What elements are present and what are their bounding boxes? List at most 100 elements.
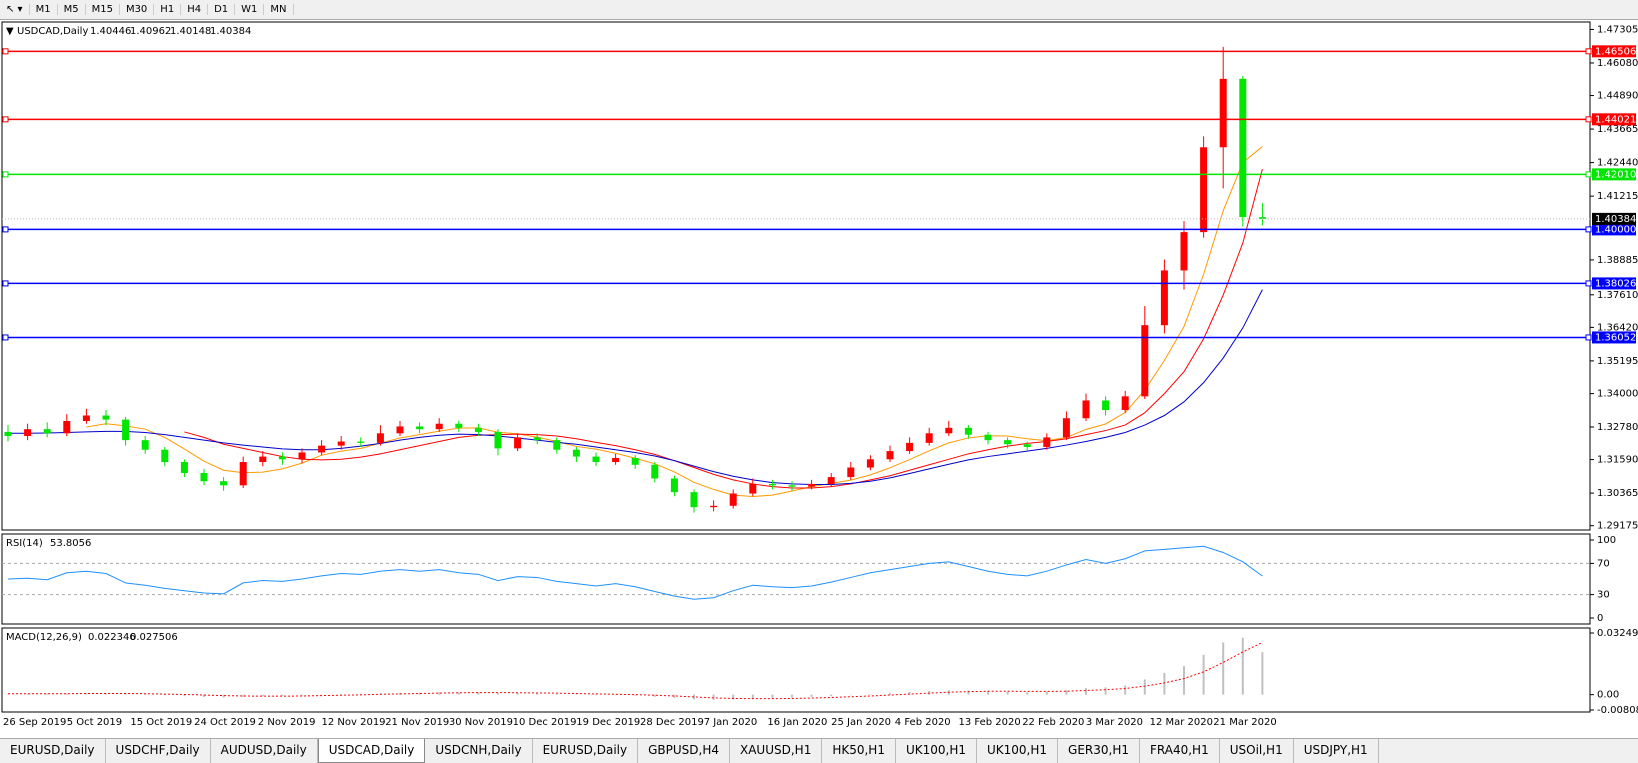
x-tick-label: 5 Oct 2019 <box>67 717 122 728</box>
cursor-icon[interactable]: ↖ ▾ <box>0 4 30 15</box>
candle-body <box>1141 325 1149 397</box>
macd-bar <box>144 694 147 695</box>
timeframe-button[interactable]: M15 <box>86 4 120 15</box>
chart-tab[interactable]: AUDUSD,Daily <box>211 739 318 763</box>
candle-body <box>964 427 972 435</box>
x-tick-label: 7 Jan 2020 <box>704 717 758 728</box>
level-handle <box>1585 226 1592 233</box>
chart-tab[interactable]: USOil,H1 <box>1220 739 1294 763</box>
rsi-title: RSI(14) <box>6 538 43 549</box>
chart: ▼ USDCAD,Daily 1.40446 1.40962 1.40148 1… <box>1 21 1638 728</box>
macd-bar <box>7 694 9 695</box>
y-tick-label: 1.47305 <box>1597 24 1638 35</box>
macd-bar <box>163 694 166 696</box>
macd-bar <box>791 694 793 698</box>
level-label-bg <box>1592 45 1636 58</box>
candle-body <box>1239 78 1247 218</box>
level-label-bg <box>1592 331 1636 344</box>
macd-bar <box>849 694 852 696</box>
y-tick-label: 1.46080 <box>1597 58 1638 69</box>
level-handle <box>2 280 9 287</box>
macd-bar <box>340 694 343 695</box>
candle-body <box>631 457 639 465</box>
level-label-bg <box>1592 277 1636 290</box>
y-tick-label: 1.43665 <box>1597 124 1638 135</box>
chart-tab[interactable]: EURUSD,Daily <box>533 739 639 763</box>
macd-bar <box>810 694 813 697</box>
tab-bar: EURUSD,Daily USDCHF,Daily AUDUSD,Daily USDC… <box>0 738 1638 763</box>
y-tick-label: 1.41215 <box>1597 191 1638 202</box>
timeframe-button[interactable]: M30 <box>120 4 155 15</box>
macd-bar <box>555 693 558 695</box>
candle-body <box>82 415 90 421</box>
candle-body <box>416 426 424 430</box>
chart-tab[interactable]: HK50,H1 <box>822 739 896 763</box>
x-tick-label: 3 Mar 2020 <box>1086 717 1143 728</box>
macd-bar <box>222 694 225 698</box>
candle-body <box>357 441 365 443</box>
candle-body <box>396 426 404 434</box>
candle-body <box>435 423 443 430</box>
chart-tab[interactable]: EURUSD,Daily <box>0 739 106 763</box>
chart-tab[interactable]: USDJPY,H1 <box>1294 739 1379 763</box>
macd-bar <box>65 693 68 695</box>
dropdown-icon[interactable]: ▼ <box>6 26 14 37</box>
timeframe-button[interactable]: MN <box>264 4 294 15</box>
macd-bar <box>203 694 205 697</box>
chart-tab[interactable]: UK100,H1 <box>896 739 977 763</box>
timeframe-button[interactable]: W1 <box>235 4 265 15</box>
rsi-value: 53.8056 <box>50 538 91 549</box>
chart-title: USDCAD,Daily <box>17 26 88 37</box>
macd-bar <box>359 693 362 695</box>
candle-body <box>298 452 306 460</box>
y-tick-label: 1.42440 <box>1597 158 1638 169</box>
macd-bar <box>497 693 499 695</box>
y-tick-label: 100 <box>1597 535 1616 546</box>
chart-tab[interactable]: FRA40,H1 <box>1140 739 1220 763</box>
level-handle <box>1585 334 1592 341</box>
chart-tab[interactable]: UK100,H1 <box>977 739 1059 763</box>
chart-tab[interactable]: GBPUSD,H4 <box>638 739 730 763</box>
candle-body <box>43 429 51 434</box>
candle-body <box>710 505 718 508</box>
chart-tab[interactable]: USDCHF,Daily <box>106 739 211 763</box>
candle-body <box>592 456 600 463</box>
level-handle <box>1585 171 1592 178</box>
candle-body <box>866 459 874 468</box>
y-tick-label: 1.30365 <box>1597 488 1638 499</box>
candle-body <box>122 419 130 441</box>
timeframe-button[interactable]: H1 <box>154 4 182 15</box>
y-tick-label: 30 <box>1597 590 1610 601</box>
macd-bar <box>1085 688 1087 695</box>
chart-tab[interactable]: USDCAD,Daily <box>317 739 426 763</box>
chart-tab[interactable]: USDCNH,Daily <box>425 739 533 763</box>
macd-bar <box>751 694 754 699</box>
timeframe-button[interactable]: H4 <box>181 4 209 15</box>
x-tick-label: 21 Mar 2020 <box>1213 717 1276 728</box>
macd-bar <box>712 694 715 700</box>
macd-bar <box>1006 691 1009 695</box>
macd-bar <box>438 692 441 695</box>
macd-bar <box>653 694 656 697</box>
macd-bar <box>1124 685 1127 695</box>
level-label: 1.36052 <box>1595 332 1636 343</box>
candle-body <box>180 462 188 473</box>
candle-body <box>24 429 32 437</box>
macd-bar <box>732 694 735 700</box>
chart-tab[interactable]: GER30,H1 <box>1058 739 1140 763</box>
candle-body <box>318 445 326 453</box>
chart-tab[interactable]: XAUUSD,H1 <box>730 739 823 763</box>
candle-body <box>220 481 228 486</box>
macd-bar <box>889 693 891 695</box>
candle-body <box>63 420 71 434</box>
x-tick-label: 24 Oct 2019 <box>194 717 256 728</box>
candle-body <box>808 483 816 487</box>
candle-body <box>533 437 541 441</box>
moving-average <box>184 169 1263 489</box>
timeframe-button[interactable]: D1 <box>208 4 236 15</box>
y-tick-label: 1.34000 <box>1597 389 1638 400</box>
level-label: 1.44021 <box>1595 114 1636 125</box>
timeframe-button[interactable]: M5 <box>58 4 86 15</box>
timeframe-button[interactable]: M1 <box>30 4 58 15</box>
